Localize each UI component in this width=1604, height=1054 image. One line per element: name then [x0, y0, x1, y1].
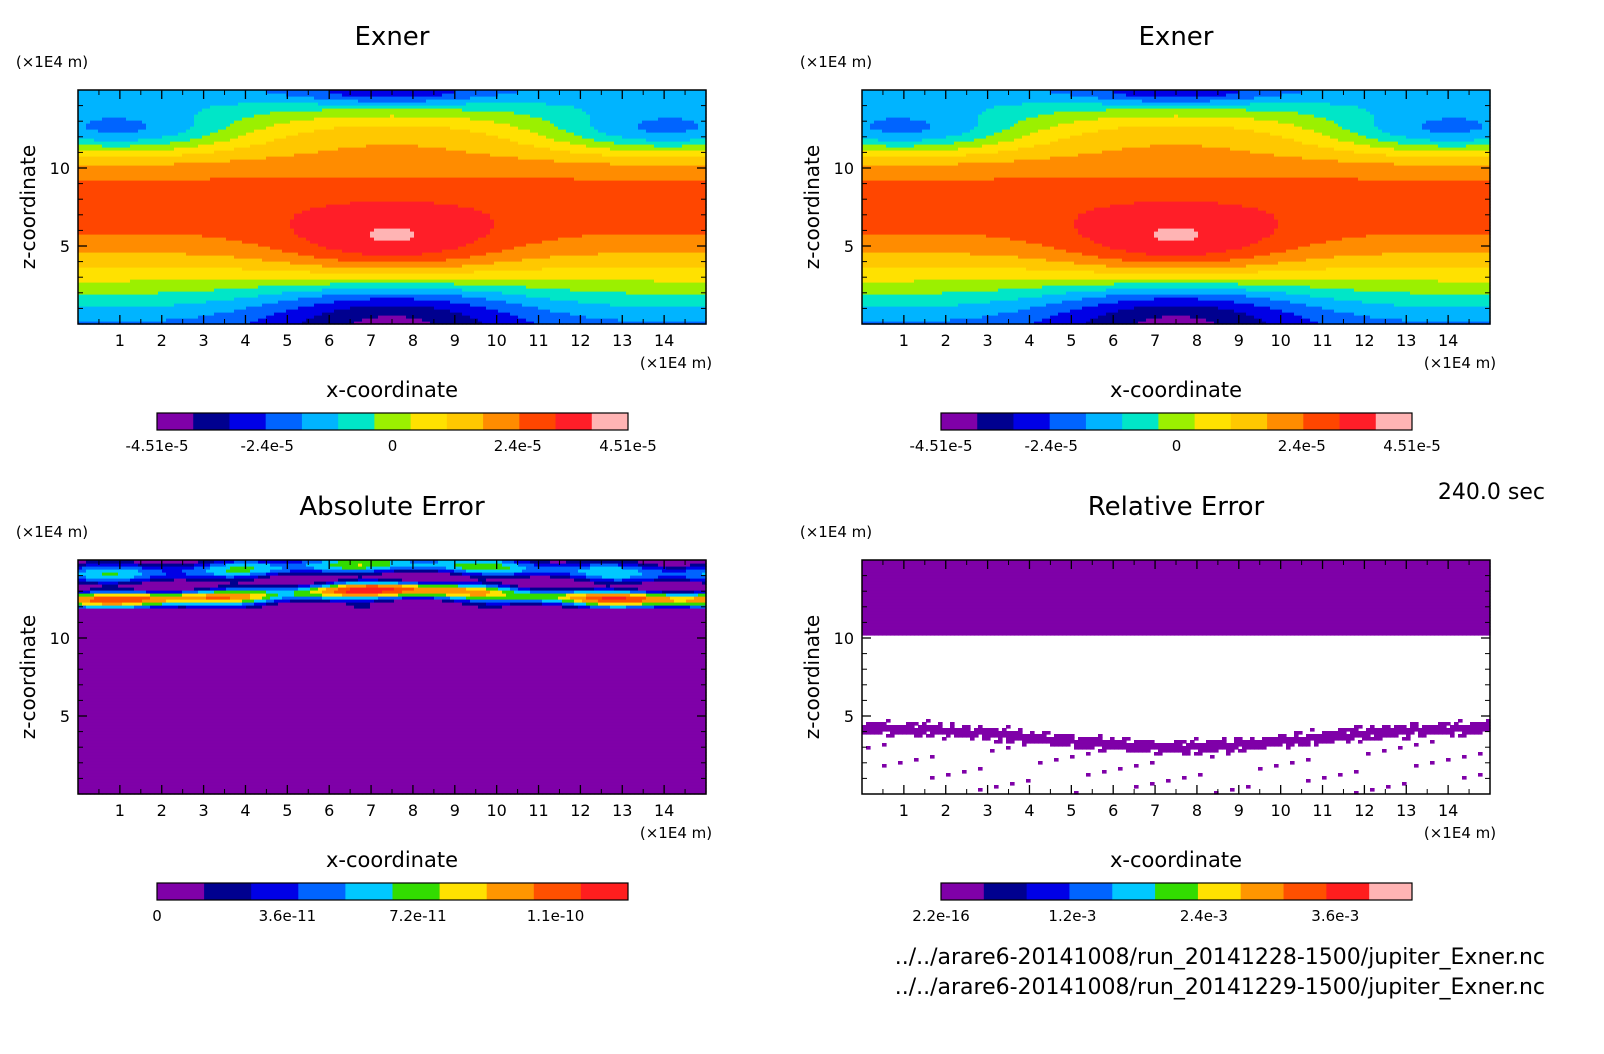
heatmap-cells — [78, 90, 707, 325]
chart-title: Exner — [355, 22, 430, 52]
chart-panel-1: Exner(×1E4 m)1 2 3 4 5 6 7 8 9 10 11 12 13 14510(×1E4… — [16, 22, 712, 455]
y-unit-label: (×1E4 m) — [16, 53, 88, 71]
